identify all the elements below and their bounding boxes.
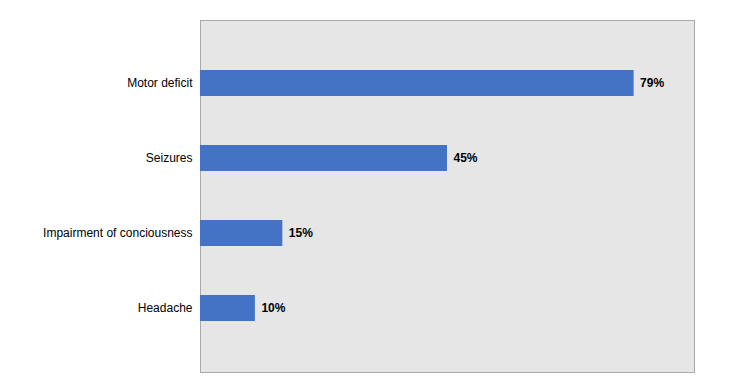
svg-text:45%: 45% bbox=[454, 151, 478, 165]
svg-text:79%: 79% bbox=[640, 76, 664, 90]
svg-text:Headache: Headache bbox=[138, 301, 193, 315]
svg-text:Motor deficit: Motor deficit bbox=[127, 76, 193, 90]
svg-text:10%: 10% bbox=[261, 301, 285, 315]
svg-text:Seizures: Seizures bbox=[146, 151, 193, 165]
svg-text:Impairment of conciousness: Impairment of conciousness bbox=[43, 226, 192, 240]
svg-text:15%: 15% bbox=[289, 226, 313, 240]
